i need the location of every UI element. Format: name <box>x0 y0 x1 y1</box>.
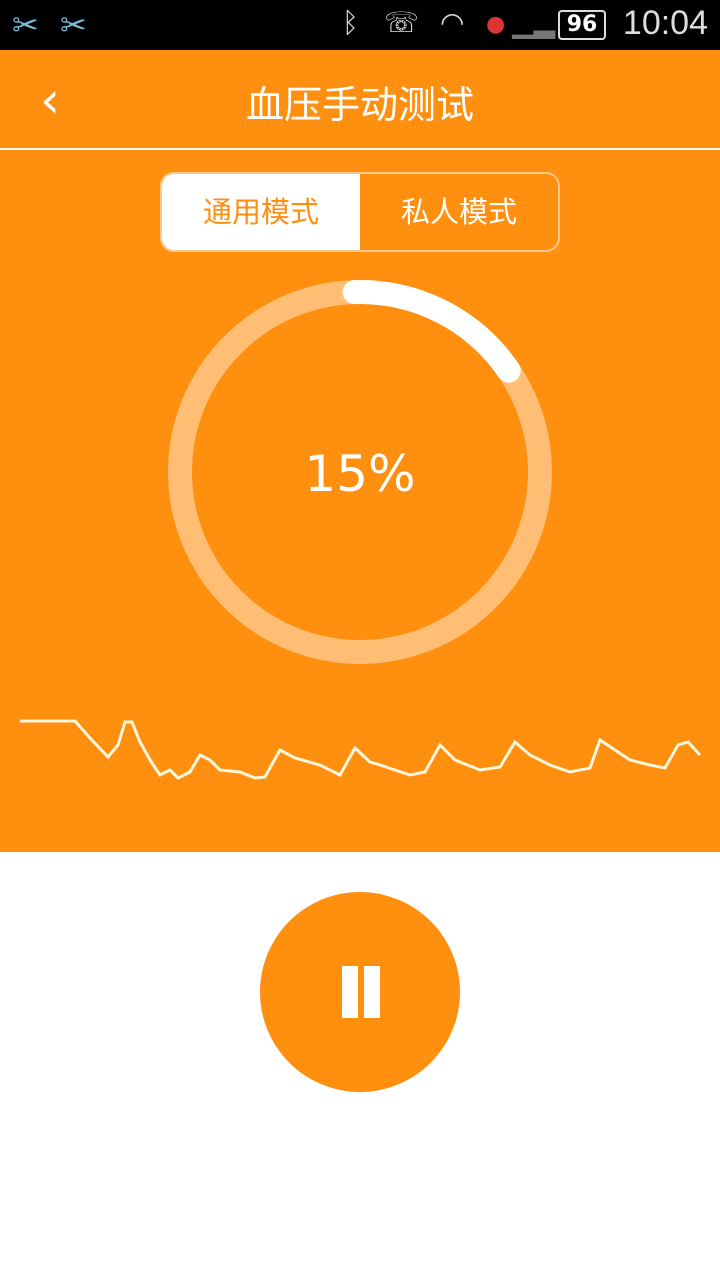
mode-segmented-control: 通用模式 私人模式 <box>160 172 560 252</box>
vibrate-call-icon: ☏ <box>384 6 420 39</box>
chevron-left-icon: ‹ <box>40 71 60 129</box>
sim-unknown-icon: ● <box>486 12 506 37</box>
scissors-icon: ✂ <box>12 6 39 44</box>
page-title: 血压手动测试 <box>245 83 474 127</box>
progress-ring <box>20 280 702 780</box>
status-bar: ✂ ✂ ᛒ ☏ ◠ ● ▁▂ 96 10:04 <box>0 0 720 50</box>
signal-icon: ▁▂ <box>512 6 556 39</box>
bluetooth-icon: ᛒ <box>342 6 359 39</box>
clock: 10:04 <box>622 4 708 42</box>
app-header: ‹ 血压手动测试 <box>0 50 720 150</box>
pause-button[interactable] <box>260 892 460 1092</box>
measurement-panel: ‹ 血压手动测试 通用模式 私人模式 15% <box>0 50 720 852</box>
progress-percent: 15% <box>304 445 416 503</box>
tab-private-mode[interactable]: 私人模式 <box>400 195 517 229</box>
tab-general-mode[interactable]: 通用模式 <box>162 174 360 250</box>
progress-arc <box>342 280 521 383</box>
pulse-waveform <box>20 719 702 780</box>
battery-level: 96 <box>558 10 606 40</box>
back-button[interactable]: ‹ <box>40 70 60 130</box>
scissors-icon: ✂ <box>60 6 87 44</box>
wifi-icon: ◠ <box>440 6 465 39</box>
